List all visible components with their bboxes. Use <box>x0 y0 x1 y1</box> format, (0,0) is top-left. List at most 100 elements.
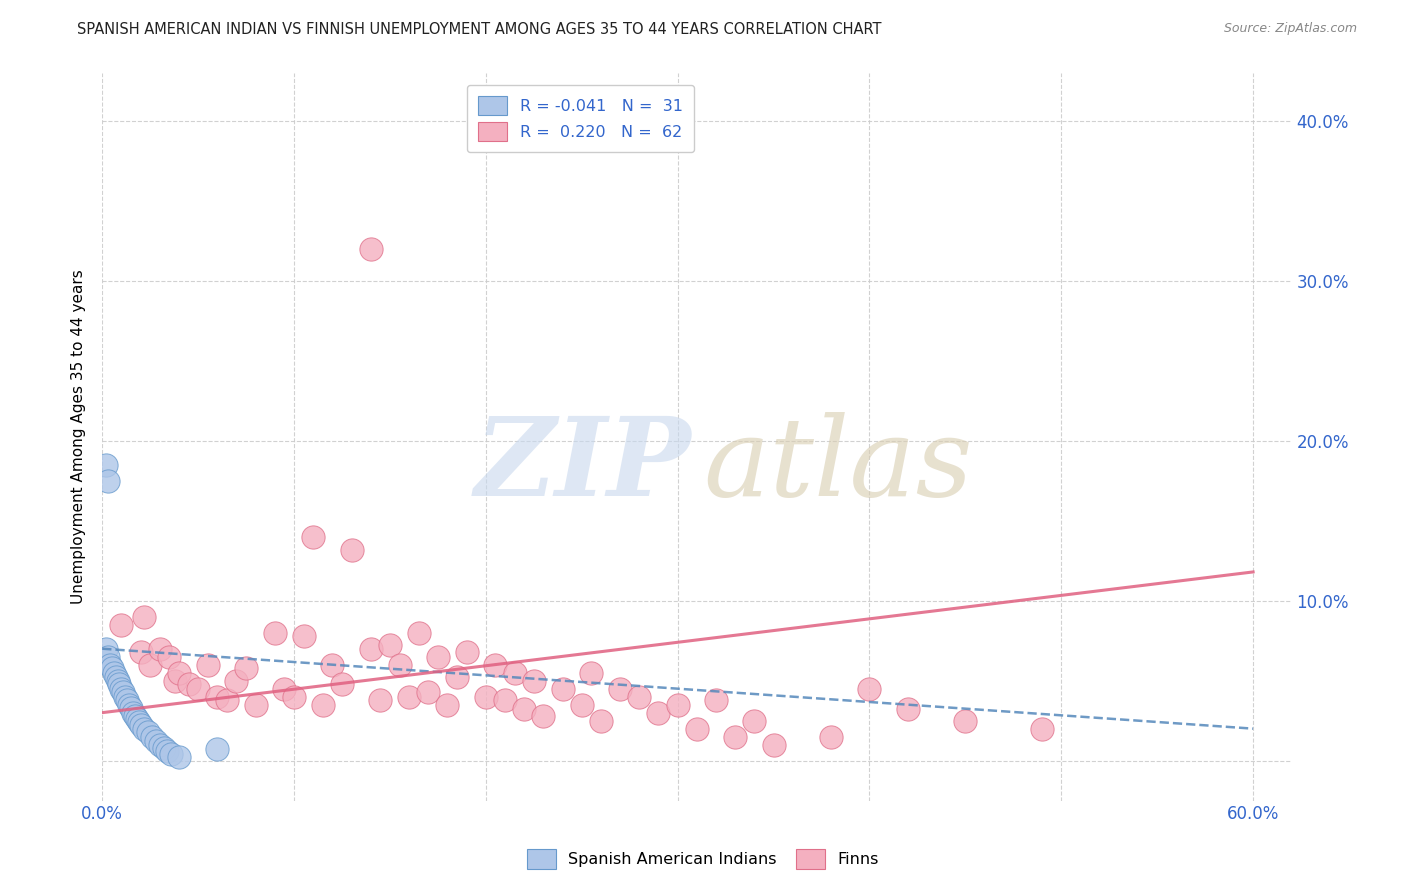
Point <box>134 722 156 736</box>
Point <box>207 690 229 704</box>
Text: SPANISH AMERICAN INDIAN VS FINNISH UNEMPLOYMENT AMONG AGES 35 TO 44 YEARS CORREL: SPANISH AMERICAN INDIAN VS FINNISH UNEMP… <box>77 22 882 37</box>
Point <box>167 665 190 680</box>
Point <box>273 681 295 696</box>
Point <box>370 693 392 707</box>
Point <box>312 698 335 712</box>
Point <box>129 718 152 732</box>
Point <box>302 530 325 544</box>
Point <box>120 701 142 715</box>
Point <box>101 661 124 675</box>
Point <box>145 734 167 748</box>
Point <box>1031 722 1053 736</box>
Point <box>724 730 747 744</box>
Point <box>398 690 420 704</box>
Point <box>330 677 353 691</box>
Point <box>418 685 440 699</box>
Point <box>124 709 146 723</box>
Point <box>513 702 536 716</box>
Point <box>94 641 117 656</box>
Point <box>820 730 842 744</box>
Point <box>134 609 156 624</box>
Point <box>523 673 546 688</box>
Point <box>122 706 145 720</box>
Point <box>456 645 478 659</box>
Point <box>245 698 267 712</box>
Point <box>503 665 526 680</box>
Point <box>446 671 468 685</box>
Point <box>744 714 766 728</box>
Point <box>152 740 174 755</box>
Point <box>292 629 315 643</box>
Point <box>494 693 516 707</box>
Point <box>165 673 187 688</box>
Point <box>156 744 179 758</box>
Point <box>129 645 152 659</box>
Point <box>571 698 593 712</box>
Point <box>128 715 150 730</box>
Text: atlas: atlas <box>703 412 973 520</box>
Point <box>110 617 132 632</box>
Legend: R = -0.041   N =  31, R =  0.220   N =  62: R = -0.041 N = 31, R = 0.220 N = 62 <box>467 85 695 153</box>
Y-axis label: Unemployment Among Ages 35 to 44 years: Unemployment Among Ages 35 to 44 years <box>72 269 86 604</box>
Point <box>609 681 631 696</box>
Point <box>360 242 382 256</box>
Point <box>647 706 669 720</box>
Point <box>378 639 401 653</box>
Point <box>187 681 209 696</box>
Legend: Spanish American Indians, Finns: Spanish American Indians, Finns <box>520 843 886 875</box>
Point <box>125 712 148 726</box>
Point <box>107 673 129 688</box>
Point <box>897 702 920 716</box>
Point <box>858 681 880 696</box>
Point <box>108 677 131 691</box>
Point <box>955 714 977 728</box>
Point <box>157 649 180 664</box>
Point <box>118 698 141 712</box>
Point <box>628 690 651 704</box>
Point <box>321 657 343 672</box>
Point <box>104 671 127 685</box>
Point <box>225 673 247 688</box>
Point <box>263 625 285 640</box>
Point <box>149 738 172 752</box>
Point <box>97 649 120 664</box>
Point <box>589 714 612 728</box>
Point <box>762 738 785 752</box>
Point <box>160 747 183 762</box>
Point <box>141 730 163 744</box>
Point <box>114 690 136 704</box>
Point <box>197 657 219 672</box>
Point <box>531 709 554 723</box>
Point <box>112 685 135 699</box>
Point <box>177 677 200 691</box>
Point <box>235 661 257 675</box>
Point <box>283 690 305 704</box>
Point <box>215 693 238 707</box>
Point <box>666 698 689 712</box>
Point <box>149 641 172 656</box>
Point <box>484 657 506 672</box>
Point <box>388 657 411 672</box>
Point <box>704 693 727 707</box>
Point <box>136 724 159 739</box>
Point <box>167 750 190 764</box>
Text: Source: ZipAtlas.com: Source: ZipAtlas.com <box>1223 22 1357 36</box>
Point <box>94 458 117 472</box>
Point <box>581 665 603 680</box>
Point <box>436 698 458 712</box>
Point <box>408 625 430 640</box>
Point <box>426 649 449 664</box>
Point <box>207 742 229 756</box>
Text: ZIP: ZIP <box>474 412 690 520</box>
Point <box>97 474 120 488</box>
Point <box>103 665 125 680</box>
Point <box>551 681 574 696</box>
Point <box>686 722 709 736</box>
Point <box>98 657 121 672</box>
Point <box>115 693 138 707</box>
Point <box>360 641 382 656</box>
Point <box>475 690 498 704</box>
Point <box>340 542 363 557</box>
Point <box>110 681 132 696</box>
Point <box>139 657 162 672</box>
